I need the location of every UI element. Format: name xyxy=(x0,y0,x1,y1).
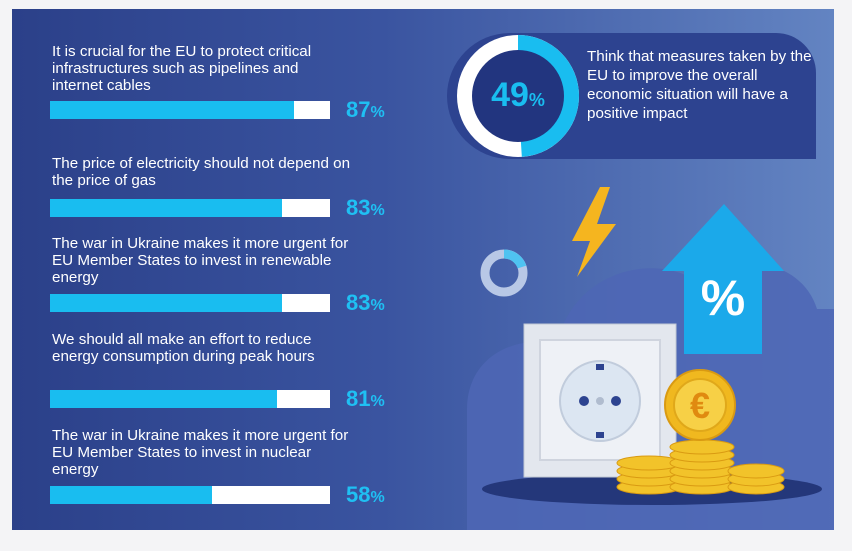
bar-value-label: 81% xyxy=(346,388,385,413)
bar-value-label: 83% xyxy=(346,197,385,222)
bar-value: 58 xyxy=(346,482,371,507)
infographic: % xyxy=(12,9,834,530)
bar xyxy=(50,199,283,217)
bar-track xyxy=(50,486,330,504)
bar-track xyxy=(50,390,330,408)
bar xyxy=(50,486,213,504)
bar-value-label: 87% xyxy=(346,99,385,124)
bar-value: 83 xyxy=(346,290,371,315)
bar-label: The war in Ukraine makes it more urgent … xyxy=(52,427,349,478)
bar xyxy=(50,101,294,119)
bar-label: The war in Ukraine makes it more urgent … xyxy=(52,235,349,286)
callout-value-unit: % xyxy=(528,90,545,110)
bar-value-unit: % xyxy=(370,202,385,219)
bar-label: It is crucial for the EU to protect crit… xyxy=(52,43,312,94)
euro-sign-icon: € xyxy=(690,385,710,426)
bar-value-label: 58% xyxy=(346,484,385,509)
bar xyxy=(50,390,277,408)
callout-value-number: 49 xyxy=(491,76,529,114)
bar-value: 83 xyxy=(346,195,371,220)
arrow-up-icon: % xyxy=(662,204,784,354)
illustration: % xyxy=(467,187,834,530)
bar-value-unit: % xyxy=(370,297,385,314)
bar-value-label: 83% xyxy=(346,292,385,317)
callout-donut xyxy=(457,35,580,157)
bar-track xyxy=(50,101,330,119)
callout-value: 49% xyxy=(472,75,564,120)
percent-sign-icon: % xyxy=(701,270,745,326)
coin-stack-icon xyxy=(616,439,785,495)
callout-text: Think that measures taken by the EU to i… xyxy=(587,48,812,122)
bar-value: 87 xyxy=(346,97,371,122)
socket-icon xyxy=(523,323,677,478)
bar xyxy=(50,294,283,312)
euro-coin-icon: € xyxy=(664,369,736,441)
bar-label: We should all make an effort to reduce e… xyxy=(52,331,315,365)
bar-value: 81 xyxy=(346,386,371,411)
lightning-icon xyxy=(572,187,616,277)
bar-value-unit: % xyxy=(370,104,385,121)
bar-track xyxy=(50,294,330,312)
ring-icon xyxy=(480,249,528,297)
donut-center xyxy=(472,50,564,142)
bar-label: The price of electricity should not depe… xyxy=(52,155,351,189)
bar-track xyxy=(50,199,330,217)
bar-value-unit: % xyxy=(370,393,385,410)
bar-value-unit: % xyxy=(370,489,385,506)
